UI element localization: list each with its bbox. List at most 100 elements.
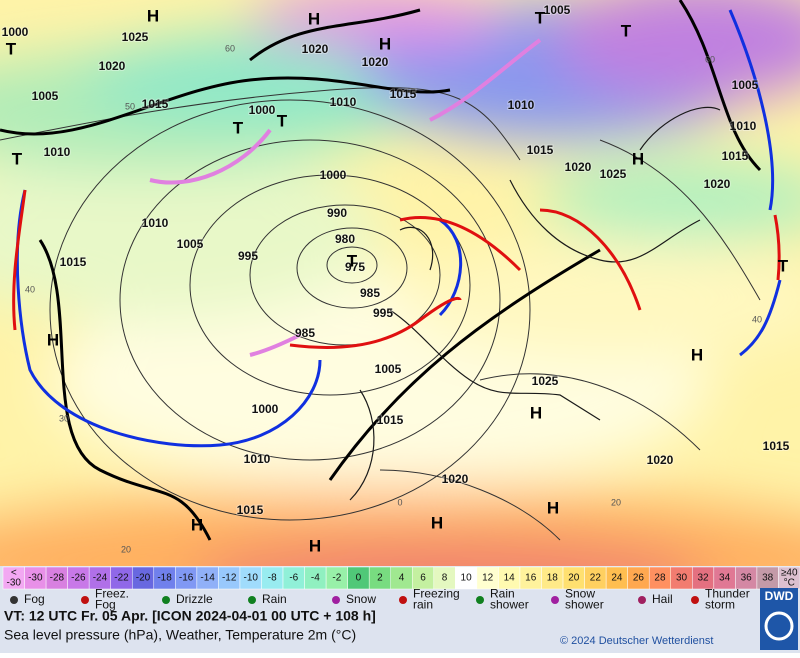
dwd-logo-text: DWD xyxy=(765,589,794,603)
weather-symbol-label: Hail xyxy=(652,592,673,606)
scale-label: -28 xyxy=(50,573,65,584)
isobar-label: 995 xyxy=(238,249,258,263)
scale-label: 24 xyxy=(611,573,623,584)
scale-label: 14 xyxy=(504,573,516,584)
weather-symbol-icon xyxy=(399,596,407,604)
isobar-label: 1005 xyxy=(32,89,59,103)
weather-symbol-label: Drizzle xyxy=(176,592,213,606)
weather-symbol-label: Freez. xyxy=(95,587,129,601)
isobar-label: 995 xyxy=(373,306,393,320)
isobar-label: 1025 xyxy=(600,167,627,181)
isobar-label: 1020 xyxy=(565,160,592,174)
scale-label: -30 xyxy=(7,578,22,589)
scale-label: 2 xyxy=(377,573,383,584)
scale-label: -24 xyxy=(93,573,108,584)
weather-symbol-label: Fog xyxy=(95,598,116,612)
copyright: © 2024 Deutscher Wetterdienst xyxy=(560,635,713,647)
weather-symbol-icon xyxy=(332,596,340,604)
scale-label: -10 xyxy=(243,573,258,584)
high-pressure-label: H xyxy=(632,149,644,168)
isobar-label: 975 xyxy=(345,260,365,274)
map-area: 1025 1020 1000 1005 1010 1015 1010 1005 995 1015 9… xyxy=(0,0,800,566)
weather-symbol-label: Rain xyxy=(490,587,515,601)
weather-symbol-label: shower xyxy=(565,598,604,612)
isobar-label: 1000 xyxy=(320,168,347,182)
scale-label: 18 xyxy=(547,573,559,584)
scale-label: 4 xyxy=(399,573,405,584)
isobar-label: 1010 xyxy=(508,98,535,112)
weather-symbol-icon xyxy=(10,596,18,604)
isobar-label: 1025 xyxy=(122,30,149,44)
weather-symbol-label: storm xyxy=(705,598,735,612)
scale-label: -20 xyxy=(136,573,151,584)
isobar-label: 1025 xyxy=(532,374,559,388)
isobar-label: 1015 xyxy=(377,413,404,427)
weather-symbol-icon xyxy=(162,596,170,604)
isobar-label: 1010 xyxy=(244,452,271,466)
scale-label: -2 xyxy=(332,573,341,584)
low-pressure-label: T xyxy=(535,8,546,27)
isobar-label: 1015 xyxy=(237,503,264,517)
dwd-logo-swirl xyxy=(764,611,794,641)
weather-symbol-icon xyxy=(81,596,89,604)
high-pressure-label: H xyxy=(309,536,321,555)
weather-symbol-label: Snow xyxy=(565,587,595,601)
scale-label: 20 xyxy=(568,573,580,584)
low-pressure-label: T xyxy=(347,251,358,270)
weather-symbol-icon xyxy=(638,596,646,604)
weather-symbol-label: rain xyxy=(413,598,433,612)
isobar-label: 1005 xyxy=(732,78,759,92)
isobar-label: 1010 xyxy=(142,216,169,230)
scale-label: 10 xyxy=(461,573,473,584)
scale-label: -26 xyxy=(71,573,86,584)
scale-label: -4 xyxy=(311,573,320,584)
isobar-label: 1005 xyxy=(177,237,204,251)
isobar-label: 990 xyxy=(327,206,347,220)
subtitle: Sea level pressure (hPa), Weather, Tempe… xyxy=(4,627,356,643)
scale-label: -22 xyxy=(114,573,129,584)
high-pressure-label: H xyxy=(431,513,443,532)
weather-symbol-icon xyxy=(476,596,484,604)
scale-label: 34 xyxy=(719,573,731,584)
scale-label: -8 xyxy=(268,573,277,584)
graticule-label: 20 xyxy=(121,544,131,554)
scale-label: 12 xyxy=(482,573,494,584)
isobar-label: 1015 xyxy=(142,97,169,111)
isobar-label: 1015 xyxy=(763,439,790,453)
scale-label: -18 xyxy=(157,573,172,584)
isobar-label: 1000 xyxy=(252,402,279,416)
isobar-label: 1015 xyxy=(60,255,87,269)
high-pressure-label: H xyxy=(147,6,159,25)
isobar-label: 1015 xyxy=(390,87,417,101)
isobar-label: 1015 xyxy=(527,143,554,157)
isobar-label: 1010 xyxy=(330,95,357,109)
scale-label: -16 xyxy=(179,573,194,584)
isobar-label: 1000 xyxy=(2,25,29,39)
weather-symbol-label: Fog xyxy=(24,592,45,606)
low-pressure-label: T xyxy=(621,21,632,40)
low-pressure-label: T xyxy=(6,39,17,58)
valid-time: VT: 12 UTC Fr. 05 Apr. [ICON 2024-04-01 … xyxy=(4,608,376,624)
scale-label: 36 xyxy=(741,573,753,584)
scale-label: 26 xyxy=(633,573,645,584)
weather-symbol-label: Thunder xyxy=(705,587,750,601)
isobar-label: 1020 xyxy=(704,177,731,191)
graticule-label: 20 xyxy=(611,497,621,507)
high-pressure-label: H xyxy=(530,403,542,422)
isobar-label: 1020 xyxy=(99,59,126,73)
graticule-label: 0 xyxy=(397,497,402,507)
low-pressure-label: T xyxy=(277,111,288,130)
isobar-label: 1020 xyxy=(442,472,469,486)
high-pressure-label: H xyxy=(547,498,559,517)
weather-symbol-label: Snow xyxy=(346,592,376,606)
graticule-label: 40 xyxy=(752,314,762,324)
isobar-label: 980 xyxy=(335,232,355,246)
weather-symbol-icon xyxy=(551,596,559,604)
high-pressure-label: H xyxy=(47,330,59,349)
scale-label: 32 xyxy=(698,573,710,584)
scale-label: < xyxy=(11,568,17,579)
scale-label: °C xyxy=(784,578,795,589)
scale-label: 8 xyxy=(442,573,448,584)
isobar-label: 1000 xyxy=(249,103,276,117)
scale-label: ≥40 xyxy=(781,568,798,579)
